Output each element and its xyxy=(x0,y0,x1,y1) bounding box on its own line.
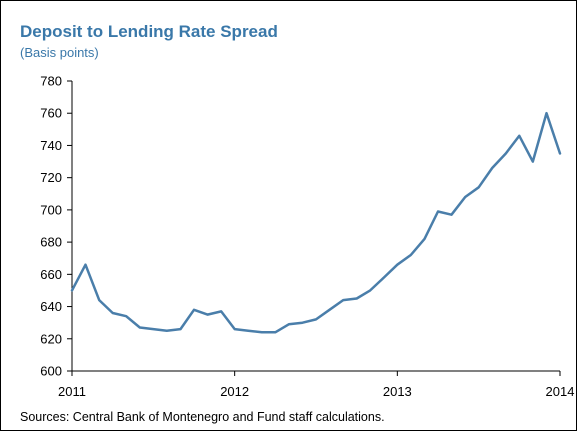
data-point xyxy=(288,323,290,325)
data-point xyxy=(342,299,344,301)
data-point xyxy=(315,318,317,320)
data-point xyxy=(193,309,195,311)
data-point xyxy=(369,289,371,291)
y-tick-label: 700 xyxy=(40,202,62,217)
data-point xyxy=(464,196,466,198)
y-tick-label: 740 xyxy=(40,138,62,153)
y-tick-label: 780 xyxy=(40,74,62,89)
x-tick-label: 2011 xyxy=(58,384,86,399)
data-point xyxy=(396,263,398,265)
data-point xyxy=(491,167,493,169)
x-tick-label: 2012 xyxy=(220,384,249,399)
data-point xyxy=(450,214,452,216)
data-point xyxy=(437,210,439,212)
data-point xyxy=(220,310,222,312)
series-line xyxy=(70,111,562,334)
data-point xyxy=(247,330,249,332)
data-point xyxy=(301,321,303,323)
chart-subtitle: (Basis points) xyxy=(20,45,99,60)
data-point xyxy=(477,186,479,188)
data-point xyxy=(328,309,330,311)
chart-title: Deposit to Lending Rate Spread xyxy=(20,22,278,41)
data-point xyxy=(355,297,357,299)
data-point xyxy=(71,289,73,291)
source-note: Sources: Central Bank of Montenegro and … xyxy=(20,410,385,424)
data-point xyxy=(84,263,86,265)
data-point xyxy=(139,326,141,328)
data-point xyxy=(410,254,412,256)
data-point xyxy=(233,328,235,330)
y-tick-label: 660 xyxy=(40,267,62,282)
data-point xyxy=(206,313,208,315)
y-tick-label: 680 xyxy=(40,235,62,250)
x-tick-label: 2013 xyxy=(383,384,412,399)
y-tick-label: 760 xyxy=(40,106,62,121)
data-point xyxy=(111,312,113,314)
data-point xyxy=(559,152,561,154)
y-tick-label: 640 xyxy=(40,299,62,314)
data-point xyxy=(274,331,276,333)
y-tick-label: 620 xyxy=(40,331,62,346)
data-point xyxy=(125,315,127,317)
y-tick-label: 600 xyxy=(40,364,62,379)
data-point xyxy=(383,276,385,278)
data-point xyxy=(545,112,547,114)
y-tick-label: 720 xyxy=(40,170,62,185)
data-point xyxy=(179,328,181,330)
data-point xyxy=(518,135,520,137)
x-tick-label: 2014 xyxy=(546,384,575,399)
data-point xyxy=(166,330,168,332)
data-point xyxy=(261,331,263,333)
data-point xyxy=(505,152,507,154)
data-point xyxy=(98,299,100,301)
data-point xyxy=(152,328,154,330)
data-point xyxy=(423,238,425,240)
data-point xyxy=(532,160,534,162)
